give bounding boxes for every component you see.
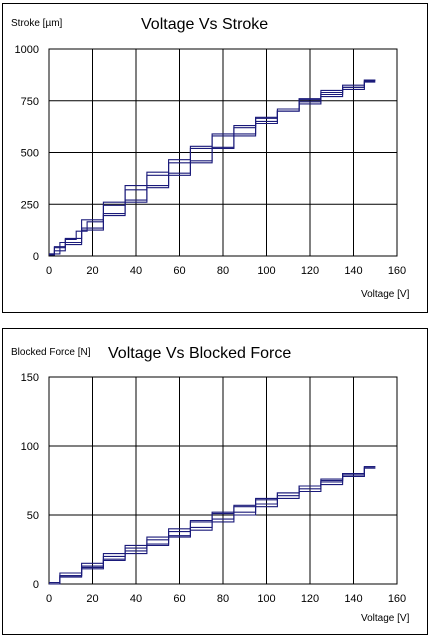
stroke-chart-series-line-4 [49,79,376,255]
stroke-chart-xtick-label: 60 [173,265,185,277]
stroke-chart-ytick-label: 500 [21,148,39,160]
force-chart-xtick-label: 80 [217,593,229,605]
force-chart-xtick-label: 100 [257,593,275,605]
force-chart-xtick-label: 60 [173,593,185,605]
stroke-chart-xtick-label: 40 [130,265,142,277]
stroke-chart-xtick-label: 0 [46,265,52,277]
stroke-chart-ytick-label: 250 [21,199,39,211]
force-chart-xtick-label: 40 [130,593,142,605]
stroke-chart-ytick-label: 0 [33,251,39,263]
stroke-chart-xtick-label: 140 [344,265,362,277]
stroke-chart-ytick-label: 750 [21,96,39,108]
force-chart-xtick-label: 140 [344,593,362,605]
stroke-chart-series-line-3 [49,79,376,255]
stroke-chart-ytick-label: 1000 [15,44,39,56]
force-chart-xtick-label: 120 [301,593,319,605]
stroke-chart-xlabel: Voltage [V] [361,289,410,300]
force-chart-title: Voltage Vs Blocked Force [108,345,292,362]
stroke-chart-ylabel: Stroke [µm] [11,18,63,29]
force-chart-xtick-label: 20 [86,593,98,605]
stroke-chart-xtick-label: 80 [217,265,229,277]
stroke-chart-xtick-label: 20 [86,265,98,277]
force-chart-panel: 0 20 40 60 80 100 120 140 160 0 50 100 150 Blocked F… [2,328,428,635]
force-chart-xtick-label: 0 [46,593,52,605]
force-chart-ylabel: Blocked Force [N] [11,347,91,358]
stroke-chart-panel: 0 20 40 60 80 100 120 140 160 0 250 500 750 1000 Stro… [2,3,428,313]
stroke-chart-series-line-2 [49,80,376,256]
stroke-chart-title: Voltage Vs Stroke [141,16,269,33]
force-chart-ytick-label: 0 [33,579,39,591]
force-chart: 0 20 40 60 80 100 120 140 160 0 50 100 150 [21,372,407,605]
stroke-chart-xtick-label: 160 [388,265,406,277]
force-chart-ytick-label: 150 [21,372,39,384]
force-chart-plot-area [48,376,398,585]
stroke-chart-xtick-label: 120 [301,265,319,277]
force-chart-xlabel: Voltage [V] [361,613,410,624]
stroke-chart-plot-area [48,48,398,257]
stroke-chart-series-line-1 [49,81,376,256]
force-chart-xtick-label: 160 [388,593,406,605]
stroke-chart: 0 20 40 60 80 100 120 140 160 0 250 500 750 1000 [15,44,407,277]
stroke-chart-xtick-label: 100 [257,265,275,277]
force-chart-series-line-4 [49,467,376,584]
force-chart-ytick-label: 50 [27,510,39,522]
force-chart-ytick-label: 100 [21,441,39,453]
